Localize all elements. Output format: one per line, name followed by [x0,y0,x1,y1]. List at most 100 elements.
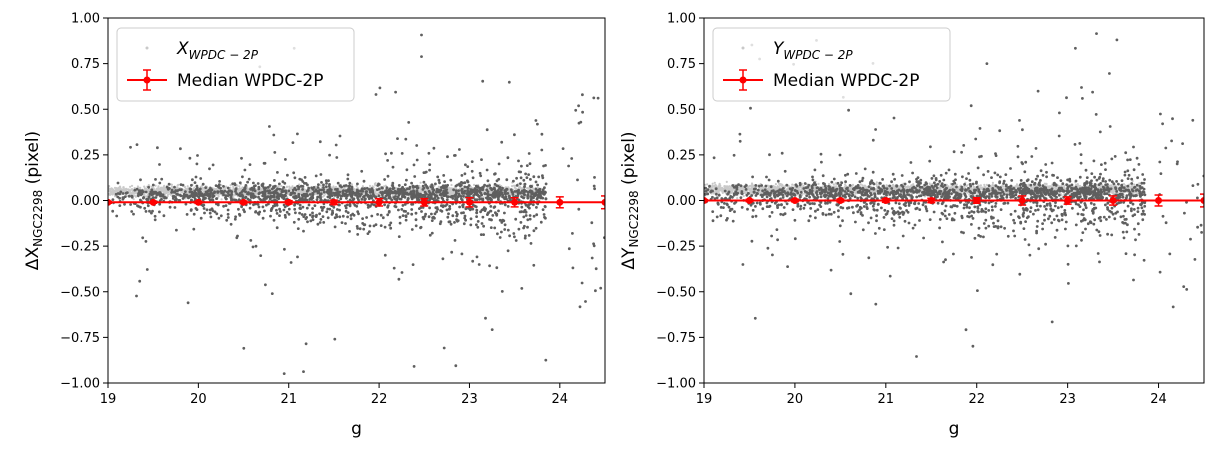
scatter-point [534,180,538,184]
reference-point [222,187,225,190]
scatter-point [330,213,334,216]
median-series [108,195,605,210]
scatter-point [302,192,306,196]
scatter-point [256,203,260,206]
reference-point [291,186,294,189]
scatter-point [347,184,351,188]
scatter-point [447,220,451,224]
scatter-point [326,207,330,211]
scatter-point [222,204,226,208]
reference-point [518,186,521,189]
scatter-point [421,206,425,209]
scatter-point [201,194,205,198]
scatter-point [475,215,478,219]
scatter-point [159,192,163,196]
scatter-point [151,192,155,196]
scatter-point [539,191,542,195]
scatter-point [523,236,527,240]
scatter-point [226,208,230,212]
scatter-point [272,133,276,137]
scatter-point [391,184,395,188]
scatter-point [512,179,515,183]
median-point [240,198,248,206]
scatter-point [311,187,315,191]
scatter-point [278,207,281,211]
scatter-point [324,179,328,183]
scatter-point [480,158,483,162]
scatter-point [277,197,280,201]
scatter-point [215,197,219,201]
scatter-point [534,191,538,195]
scatter-point [165,185,169,189]
scatter-point [162,214,166,218]
scatter-point [397,277,401,281]
scatter-point [464,207,468,211]
scatter-point [322,221,326,224]
scatter-point [283,205,287,209]
scatter-point [436,175,440,179]
scatter-point [541,208,545,212]
scatter-point [414,224,418,228]
scatter-point [238,212,241,216]
scatter-point [168,205,172,209]
reference-point [514,187,517,190]
scatter-point [138,279,142,283]
scatter-point [431,187,435,191]
reference-point [508,191,511,194]
scatter-point [279,210,282,213]
reference-point [131,188,134,191]
scatter-point [447,212,450,216]
scatter-point [229,196,233,200]
scatter-point [404,191,407,195]
scatter-point [297,195,301,198]
scatter-point [517,198,521,202]
scatter-point [544,358,548,362]
chart-panel-1: 19 20 21 22 23 24−1.00−0.75−0.50−0.250.000.25… [23,12,606,439]
scatter-point [483,209,487,213]
scatter-point [387,210,391,214]
reference-point [384,184,387,187]
reference-point [507,189,510,193]
scatter-point [224,204,228,208]
reference-point [334,185,338,189]
scatter-point [160,177,164,181]
scatter-point [522,210,526,214]
scatter-point [420,55,423,58]
reference-point [182,191,185,194]
scatter-point [512,232,516,235]
scatter-point [449,222,453,226]
scatter-point [528,162,532,166]
reference-point [339,188,342,191]
scatter-point [420,193,423,197]
scatter-point [543,215,546,219]
scatter-point [411,202,415,206]
scatter-point [540,148,544,152]
scatter-point [514,239,518,242]
scatter-point [381,190,385,194]
scatter-point [401,214,405,218]
scatter-point [208,198,212,202]
scatter-point [178,199,182,202]
scatter-point [594,289,597,293]
scatter-point [473,187,477,190]
scatter-point [247,177,251,181]
scatter-point [234,215,238,219]
scatter-point [314,189,318,193]
reference-point [170,185,174,188]
median-point [194,198,202,206]
reference-point [489,191,492,194]
scatter-point [495,266,499,270]
scatter-point [275,208,278,212]
scatter-point [130,194,134,198]
scatter-point [406,198,410,202]
scatter-point [445,191,449,195]
scatter-point [196,188,200,192]
median-point [465,198,473,206]
reference-point [229,184,232,187]
scatter-point [508,234,511,238]
scatter-point [392,191,396,195]
scatter-point [489,205,493,208]
scatter-point [298,177,302,181]
scatter-point [226,216,230,219]
scatter-point [443,187,446,190]
